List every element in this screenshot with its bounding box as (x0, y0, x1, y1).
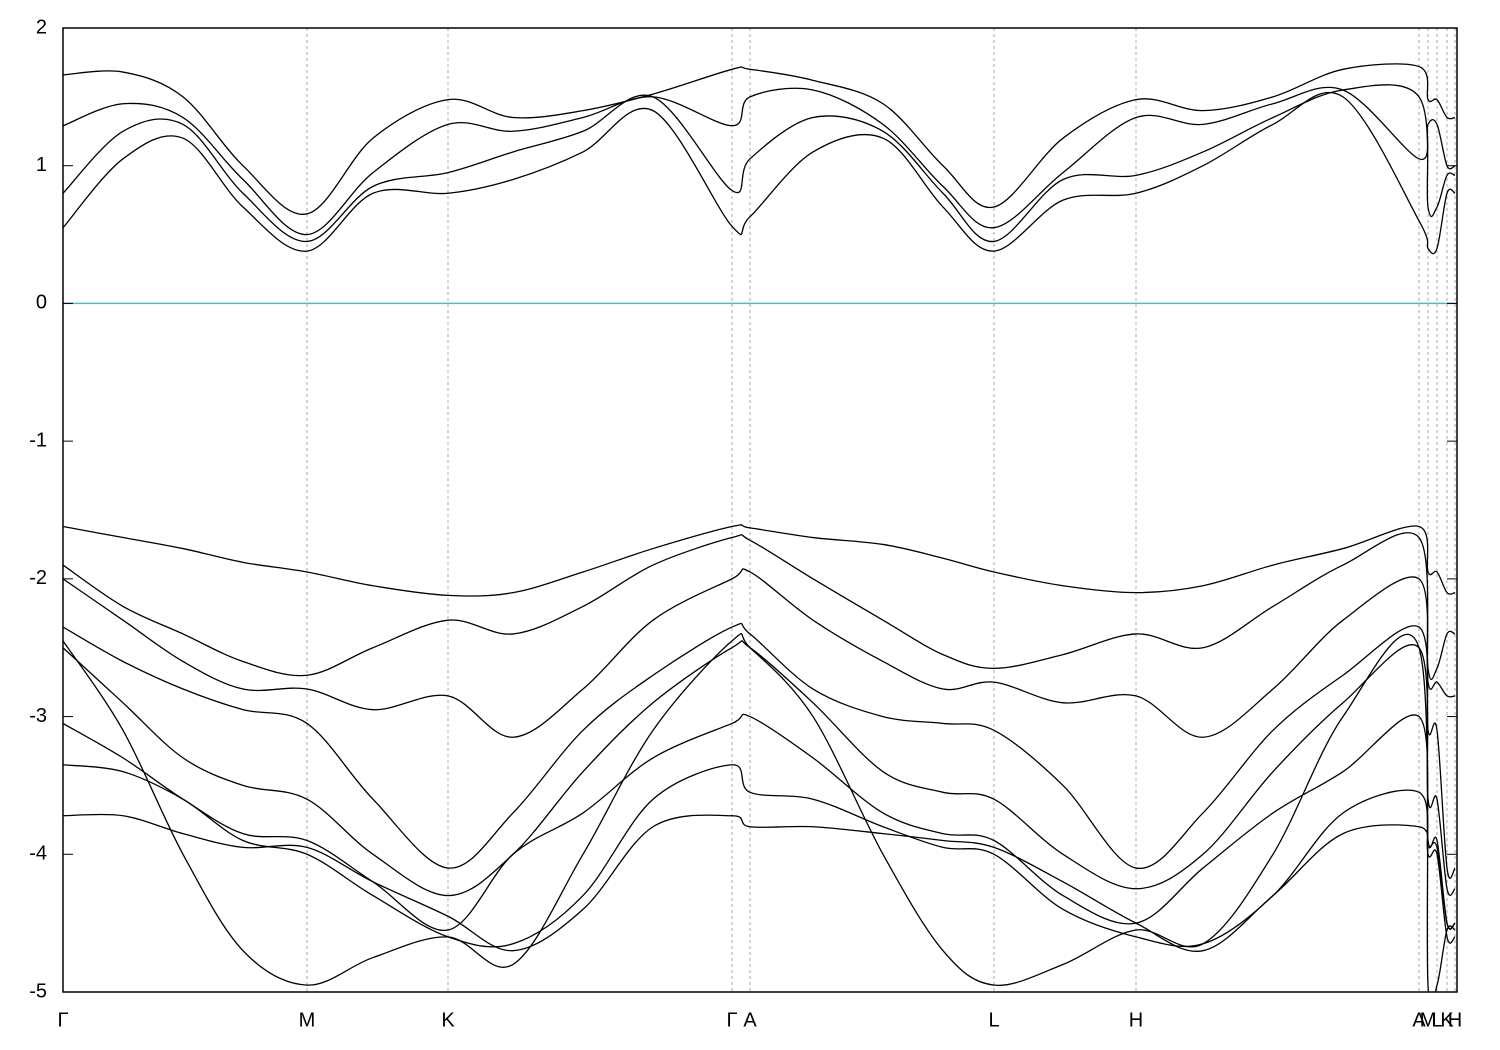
band-line (63, 63, 1456, 215)
band-line (63, 622, 1456, 879)
band-line (63, 84, 1456, 243)
x-tick-label: Γ (57, 1009, 68, 1031)
x-tick-label: H (1129, 1009, 1143, 1031)
y-tick-label: 2 (36, 16, 47, 38)
x-tick-label: L (988, 1009, 999, 1031)
y-tick-label: -4 (29, 843, 47, 865)
x-tick-label: H (1448, 1009, 1462, 1031)
x-tick-label: Γ (726, 1009, 737, 1031)
band-line (63, 640, 1456, 897)
band-line (63, 713, 1456, 931)
x-tick-label: A (1412, 1009, 1426, 1031)
x-tick-label: A (743, 1009, 757, 1031)
y-tick-label: 1 (36, 154, 47, 176)
x-tick-label: K (1440, 1009, 1454, 1031)
band-line (63, 91, 1456, 255)
band-line (63, 568, 1456, 738)
x-tick-label: M (1420, 1009, 1437, 1031)
grid-layer (62, 28, 1457, 992)
x-tick-label: M (299, 1009, 316, 1031)
band-line (63, 632, 1456, 992)
band-line (63, 764, 1456, 948)
x-tick-label: K (441, 1009, 455, 1031)
x-tick-label: L (1431, 1009, 1442, 1031)
bands (63, 63, 1456, 992)
band-line (63, 532, 1456, 681)
y-tick-label: -5 (29, 980, 47, 1002)
y-tick-label: 0 (36, 292, 47, 314)
plot-frame (62, 27, 1458, 993)
y-tick-label: -1 (29, 429, 47, 451)
band-line (63, 86, 1456, 236)
y-tick-label: -3 (29, 705, 47, 727)
band-line (63, 813, 1456, 952)
band-line (63, 524, 1456, 597)
y-tick-label: -2 (29, 567, 47, 589)
